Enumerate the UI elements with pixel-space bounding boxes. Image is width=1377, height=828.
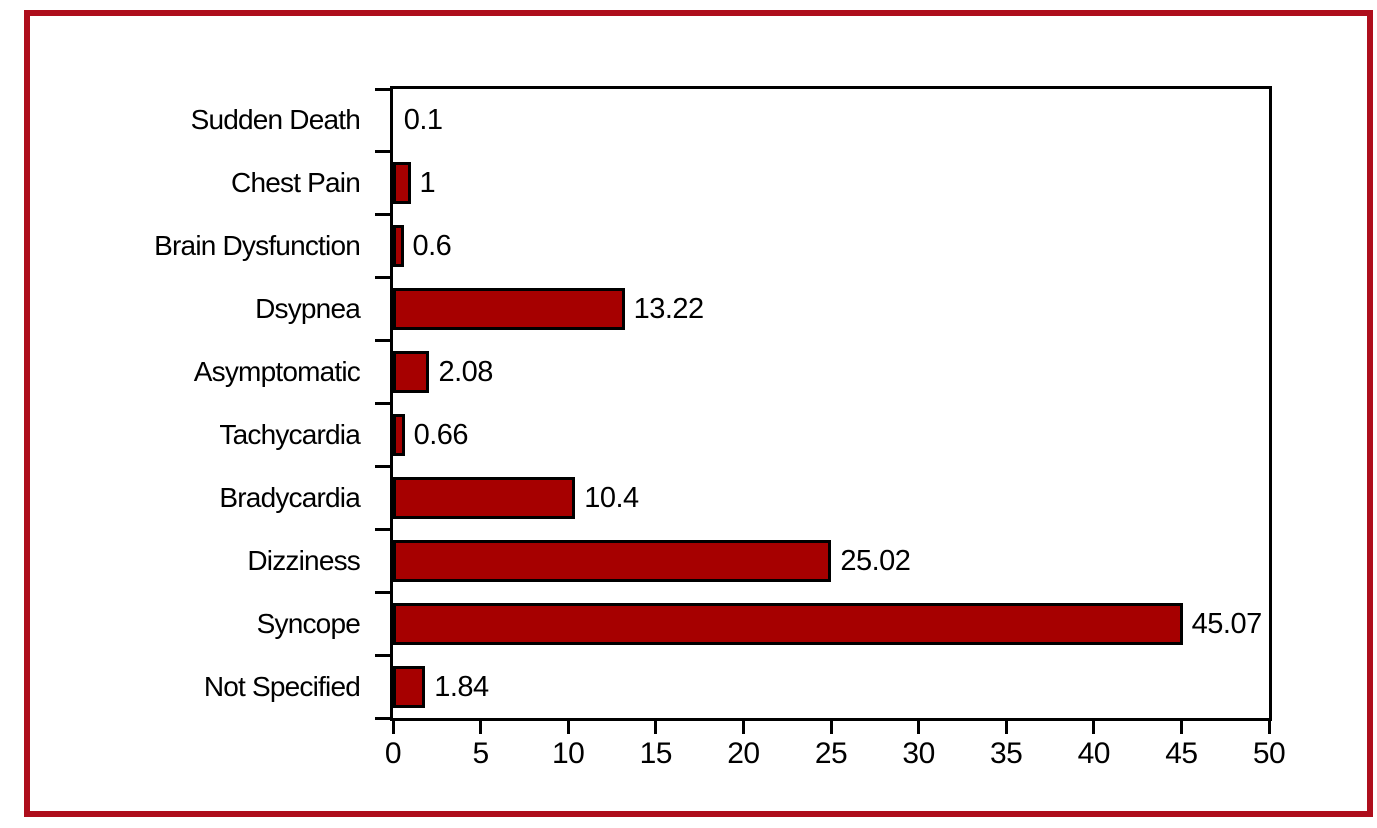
x-axis-tick — [566, 721, 570, 734]
bar-value-label: 1 — [419, 167, 436, 200]
bar — [393, 665, 426, 708]
bar-value-label: 45.07 — [1191, 607, 1263, 640]
x-tick-label: 10 — [552, 737, 585, 770]
y-axis-tick — [375, 402, 390, 405]
bar — [393, 288, 625, 331]
y-axis-tick — [375, 150, 390, 154]
x-axis-tick — [1179, 721, 1183, 734]
bar — [393, 476, 576, 519]
x-axis-tick — [1092, 721, 1096, 734]
y-axis-tick — [375, 464, 390, 468]
bar — [393, 351, 430, 394]
x-axis-tick — [741, 721, 745, 734]
category-label: Chest Pain — [231, 167, 361, 199]
x-tick-label: 0 — [384, 737, 402, 770]
y-axis-tick — [375, 590, 390, 594]
y-axis-tick — [375, 716, 390, 720]
y-axis-tick — [375, 276, 390, 280]
x-tick-label: 25 — [814, 737, 848, 770]
y-axis-tick — [375, 339, 390, 343]
y-axis-category-labels: Sudden Death Chest Pain Brain Dysfunction D… — [30, 89, 361, 718]
y-axis-tick — [375, 527, 390, 531]
category-label: Asymptomatic — [193, 356, 361, 388]
bar-value-label: 0.6 — [412, 230, 452, 263]
x-tick-label: 20 — [727, 737, 760, 770]
y-axis-tick — [375, 213, 390, 217]
y-axis-tick — [375, 653, 390, 657]
x-tick-label: 45 — [1165, 737, 1198, 770]
category-label: Brain Dysfunction — [154, 230, 361, 262]
category-label: Not Specified — [203, 670, 361, 702]
category-label: Dizziness — [247, 544, 360, 576]
bar — [393, 602, 1183, 645]
bar-value-label: 10.4 — [584, 481, 639, 514]
y-axis-tick — [375, 87, 390, 91]
x-axis-tick — [829, 721, 833, 734]
plot-area: 0.1 1 0.6 13.22 2.08 0.66 10.4 25.02 45.07 1.84 0 5… — [375, 86, 1286, 770]
x-tick-label: 35 — [990, 737, 1023, 770]
x-axis-tick — [1004, 721, 1008, 734]
figure-frame: Sudden Death Chest Pain Brain Dysfunction D… — [24, 10, 1373, 817]
bar-value-label: 25.02 — [840, 544, 911, 577]
category-label: Sudden Death — [190, 104, 361, 136]
bar — [393, 225, 404, 268]
x-tick-label: 30 — [902, 737, 935, 770]
bar-value-label: 1.84 — [434, 670, 489, 703]
x-tick-label: 40 — [1077, 737, 1111, 770]
x-axis-tick — [917, 721, 921, 734]
bar-value-label: 0.1 — [403, 104, 443, 137]
bar-value-label: 0.66 — [413, 418, 469, 451]
bar — [393, 539, 832, 582]
category-label: Dsypnea — [255, 293, 361, 325]
x-tick-label: 15 — [639, 737, 673, 770]
category-label: Tachycardia — [219, 418, 360, 450]
x-axis-tick — [391, 721, 395, 734]
bar — [393, 413, 405, 456]
x-tick-label: 50 — [1252, 737, 1286, 770]
category-label: Syncope — [256, 607, 361, 639]
x-axis-tick — [479, 721, 483, 734]
x-tick-label: 5 — [472, 737, 490, 770]
x-axis-tick — [654, 721, 658, 734]
x-axis-tick — [1267, 721, 1271, 734]
bar — [393, 162, 411, 205]
bar-value-label: 2.08 — [438, 356, 493, 389]
bar-value-label: 13.22 — [633, 293, 705, 326]
category-label: Bradycardia — [219, 481, 360, 513]
